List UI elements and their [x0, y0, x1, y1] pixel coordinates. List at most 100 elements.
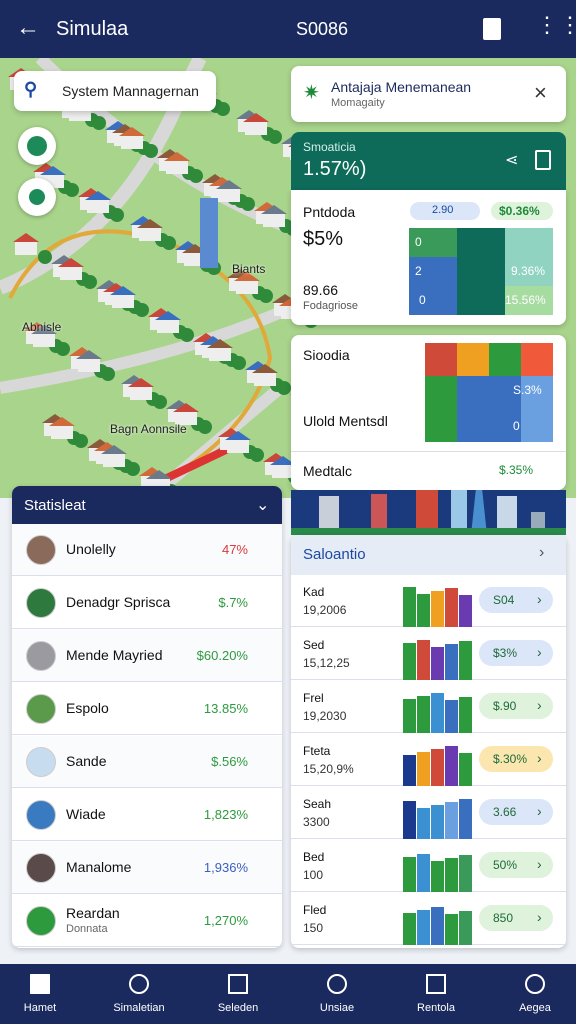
locate-button[interactable] — [18, 178, 56, 216]
stat-row[interactable]: Mende Mayried $60.20% — [12, 630, 282, 682]
chevron: › — [537, 856, 542, 872]
nav-item[interactable]: Hamet — [0, 964, 85, 1024]
tree — [259, 289, 273, 303]
house — [245, 121, 267, 135]
detail-value: $5% — [303, 228, 344, 250]
notification-card[interactable]: ✷ Antajaja Menemanean Momagaity × — [291, 66, 566, 122]
row-name: Seah — [303, 797, 332, 811]
bar — [417, 696, 430, 733]
doc-button[interactable] — [535, 150, 551, 170]
sales-row[interactable]: Kad 19,2006 S04 › — [291, 575, 566, 627]
grid-cell — [489, 343, 521, 376]
sales-row[interactable]: Frel 19,2030 $.90 › — [291, 681, 566, 733]
back-button[interactable]: ← — [16, 14, 40, 41]
house — [78, 358, 100, 372]
share-button[interactable]: ⋖ — [505, 152, 519, 169]
city-banner — [291, 490, 566, 535]
nav-label: Simaletian — [113, 1002, 165, 1014]
nav-item[interactable]: Rentola — [391, 964, 481, 1024]
value-chip: $.90 › — [479, 693, 553, 719]
bar — [403, 755, 416, 786]
nav-label: Seleden — [217, 1002, 259, 1014]
chip-text: 2.90 — [432, 204, 454, 216]
sales-row[interactable]: Seah 3300 3.66 › — [291, 787, 566, 839]
nav-item[interactable]: Unsiae — [292, 964, 382, 1024]
value-chip: 50% › — [479, 852, 553, 878]
stat-row[interactable]: Unolelly 47% — [12, 524, 282, 576]
grid-cell — [521, 409, 553, 442]
bar — [445, 858, 458, 892]
sales-row[interactable]: Fteta 15,20,9% $.30% › — [291, 734, 566, 786]
value-chip: S04 › — [479, 587, 553, 613]
stat-row[interactable]: Manalome 1,936% — [12, 842, 282, 894]
stat-row[interactable]: Denadgr Sprisca $.7% — [12, 577, 282, 629]
house — [33, 333, 55, 347]
tree — [110, 208, 124, 222]
roof — [164, 152, 190, 161]
avatar — [26, 747, 56, 777]
avatar — [26, 535, 56, 565]
nav-icon — [525, 974, 545, 994]
roof — [173, 403, 199, 412]
tree — [180, 328, 194, 342]
stat-row[interactable]: Wiade 1,823% — [12, 789, 282, 841]
bar — [445, 644, 458, 680]
row-value: $.30% — [493, 752, 528, 766]
nav-label: Rentola — [417, 1002, 455, 1014]
map-label: Biants — [232, 262, 266, 276]
row-name: Sed — [303, 638, 325, 652]
icon — [29, 189, 45, 205]
grid-cell — [409, 228, 457, 257]
summary-title: Smoaticia — [303, 140, 356, 154]
house — [218, 188, 240, 202]
sales-row[interactable]: Sed 15,12,25 $3% › — [291, 628, 566, 680]
close-button[interactable]: × — [534, 80, 547, 105]
stats-header[interactable]: Statisleat ⌄ — [12, 486, 282, 524]
roof — [13, 233, 39, 242]
bar — [445, 588, 458, 627]
stat-row[interactable]: Sande $.56% — [12, 736, 282, 788]
nav-icon — [30, 974, 50, 994]
detail-title: Pntdoda — [303, 204, 356, 220]
notification-icon: ✷ — [303, 82, 320, 104]
grid-label: 9.36% — [511, 264, 546, 278]
house — [51, 425, 73, 439]
roof — [225, 431, 251, 440]
avatar — [26, 853, 56, 883]
roof — [119, 127, 145, 136]
row-value: S04 — [493, 593, 515, 607]
row-value: $3% — [493, 646, 518, 660]
save-button[interactable] — [483, 18, 501, 40]
grid-label: 0 — [419, 293, 426, 307]
header-code: S0086 — [296, 19, 349, 39]
mix-footer: Medtalc — [303, 463, 353, 479]
search-box[interactable]: ⚲ System Mannagernan — [14, 71, 216, 111]
row-sub: 100 — [303, 868, 324, 882]
grid-cell — [457, 409, 489, 442]
bar — [445, 700, 458, 733]
bar — [431, 591, 444, 627]
nav-icon — [327, 974, 347, 994]
house — [121, 135, 143, 149]
menu-button[interactable]: ⋮⋮ — [536, 12, 576, 37]
sales-row[interactable]: Bed 100 50% › — [291, 840, 566, 892]
roof — [31, 325, 57, 334]
house — [112, 294, 134, 308]
roof — [40, 166, 66, 175]
roof — [261, 205, 287, 214]
row-value: 1,936% — [203, 860, 248, 875]
nav-item[interactable]: Aegea — [490, 964, 576, 1024]
stat-row[interactable]: Espolo 13.85% — [12, 683, 282, 735]
map-button[interactable] — [18, 127, 56, 165]
row-name: Sande — [66, 753, 107, 769]
sales-row[interactable]: Fled 150 850 › — [291, 893, 566, 945]
nav-label: Hamet — [23, 1002, 57, 1014]
nav-label: Aegea — [519, 1002, 551, 1014]
house — [272, 464, 294, 478]
nav-item[interactable]: Seleden — [193, 964, 283, 1024]
grid-cell — [457, 343, 489, 376]
roof — [146, 470, 172, 479]
stat-row[interactable]: Reardan Donnata 1,270% — [12, 895, 282, 947]
sales-header[interactable]: Saloantio › — [291, 535, 566, 575]
nav-item[interactable]: Simaletian — [94, 964, 184, 1024]
